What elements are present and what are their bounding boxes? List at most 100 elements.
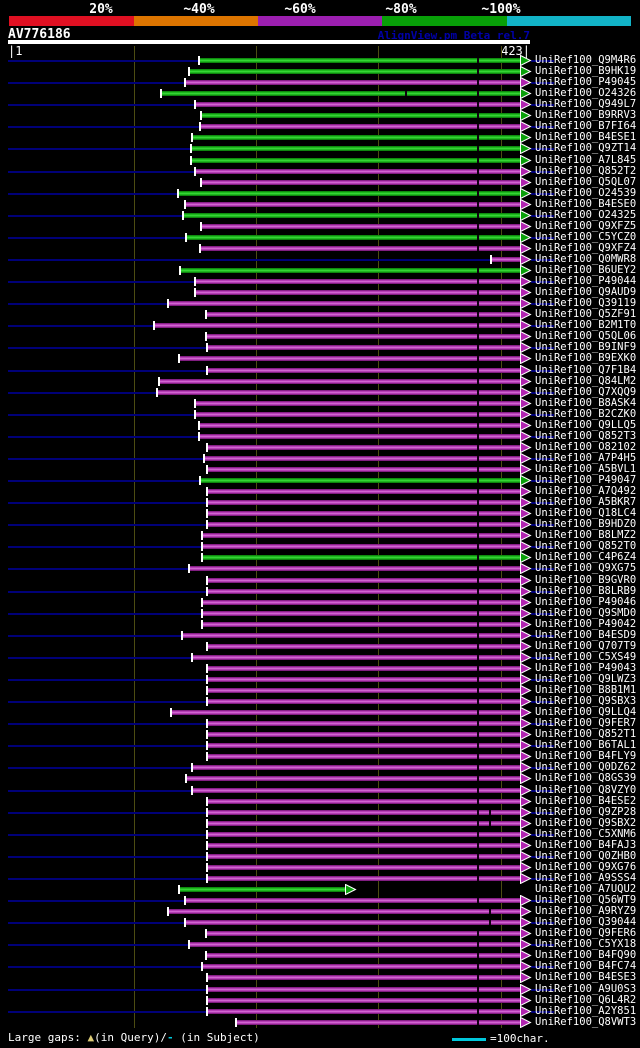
hit-label[interactable]: UniRef100_Q9AUD9 [535, 286, 637, 299]
alignment-bar[interactable] [184, 212, 520, 218]
alignment-arrow-icon[interactable] [520, 839, 532, 851]
alignment-bar[interactable] [208, 665, 520, 671]
alignment-bar[interactable] [201, 478, 520, 483]
hit-label[interactable]: UniRef100_B4FLY9 [535, 750, 637, 763]
alignment-arrow-icon[interactable] [520, 121, 532, 133]
hit-label[interactable]: UniRef100_Q0DZ62 [535, 761, 637, 774]
alignment-arrow-icon[interactable] [520, 740, 532, 752]
alignment-bar[interactable] [208, 986, 520, 992]
alignment-arrow-icon[interactable] [520, 563, 532, 575]
alignment-bar[interactable] [202, 223, 520, 229]
alignment-arrow-icon[interactable] [520, 994, 532, 1006]
alignment-arrow-icon[interactable] [520, 464, 532, 475]
alignment-bar[interactable] [202, 179, 520, 185]
hit-label[interactable]: UniRef100_C4P6Z4 [535, 551, 637, 564]
alignment-arrow-icon[interactable] [520, 674, 532, 685]
alignment-bar[interactable] [203, 555, 520, 561]
hit-label[interactable]: UniRef100_P49044 [535, 275, 637, 288]
alignment-arrow-icon[interactable] [520, 828, 532, 840]
alignment-bar[interactable] [203, 610, 520, 616]
alignment-arrow-icon[interactable] [520, 552, 532, 564]
alignment-arrow-icon[interactable] [520, 430, 532, 442]
hit-label[interactable]: UniRef100_B9EXK0 [535, 352, 637, 365]
alignment-arrow-icon[interactable] [520, 1016, 532, 1028]
alignment-bar[interactable] [169, 301, 520, 307]
alignment-bar[interactable] [172, 710, 520, 716]
alignment-arrow-icon[interactable] [520, 475, 532, 486]
hit-label[interactable]: UniRef100_Q9SMD0 [535, 606, 637, 619]
hit-label[interactable]: UniRef100_Q18LC4 [535, 507, 637, 520]
alignment-bar[interactable] [192, 146, 520, 152]
alignment-arrow-icon[interactable] [520, 187, 532, 199]
alignment-arrow-icon[interactable] [520, 651, 532, 663]
alignment-bar[interactable] [208, 831, 520, 837]
alignment-bar[interactable] [208, 577, 520, 583]
alignment-arrow-icon[interactable] [520, 298, 532, 310]
hit-label[interactable]: UniRef100_Q39119 [535, 297, 637, 310]
alignment-arrow-icon[interactable] [520, 530, 532, 542]
alignment-arrow-icon[interactable] [520, 99, 532, 111]
alignment-bar[interactable] [208, 511, 520, 517]
hit-label[interactable]: UniRef100_B9RRV3 [535, 109, 637, 122]
alignment-bar[interactable] [179, 190, 520, 196]
alignment-arrow-icon[interactable] [520, 795, 532, 807]
hit-label[interactable]: UniRef100_Q8GS39 [535, 772, 637, 785]
hit-label[interactable]: UniRef100_B6UEY2 [535, 264, 637, 276]
hit-label[interactable]: UniRef100_B9INF9 [535, 341, 637, 354]
hit-label[interactable]: UniRef100_C5YCZ0 [535, 230, 637, 243]
alignment-arrow-icon[interactable] [520, 508, 532, 520]
hit-label[interactable]: UniRef100_Q9FER6 [535, 927, 637, 940]
alignment-arrow-icon[interactable] [520, 408, 532, 420]
alignment-bar[interactable] [186, 201, 520, 207]
alignment-bar[interactable] [492, 257, 520, 262]
alignment-bar[interactable] [200, 58, 520, 63]
hit-label[interactable]: UniRef100_A9U0S3 [535, 982, 637, 995]
alignment-arrow-icon[interactable] [520, 254, 532, 265]
alignment-arrow-icon[interactable] [520, 77, 532, 89]
hit-label[interactable]: UniRef100_Q9XG76 [535, 860, 637, 873]
hit-label[interactable]: UniRef100_Q7F1B4 [535, 363, 637, 376]
hit-label[interactable]: UniRef100_Q39044 [535, 916, 637, 929]
alignment-bar[interactable] [208, 820, 520, 826]
alignment-arrow-icon[interactable] [520, 917, 532, 929]
hit-label[interactable]: UniRef100_B4ESE3 [535, 971, 637, 984]
hit-label[interactable]: UniRef100_Q9ZT14 [535, 142, 637, 155]
alignment-bar[interactable] [208, 743, 520, 749]
alignment-bar[interactable] [203, 544, 520, 550]
alignment-arrow-icon[interactable] [520, 519, 532, 531]
hit-label[interactable]: UniRef100_B7FI64 [535, 120, 637, 133]
hit-label[interactable]: UniRef100_B4FC74 [535, 960, 637, 973]
hit-label[interactable]: UniRef100_Q8VZY0 [535, 783, 637, 796]
hit-label[interactable]: UniRef100_B4ESE0 [535, 197, 637, 210]
alignment-arrow-icon[interactable] [520, 55, 532, 66]
alignment-bar[interactable] [207, 312, 520, 318]
alignment-arrow-icon[interactable] [520, 452, 532, 464]
alignment-bar[interactable] [186, 920, 520, 926]
hit-label[interactable]: UniRef100_B8LRB9 [535, 584, 637, 597]
alignment-arrow-icon[interactable] [520, 541, 532, 553]
alignment-bar[interactable] [203, 599, 520, 605]
hit-label[interactable]: UniRef100_Q56WT9 [535, 894, 637, 906]
alignment-arrow-icon[interactable] [520, 242, 532, 254]
hit-label[interactable]: UniRef100_B4ESD9 [535, 628, 637, 641]
alignment-bar[interactable] [203, 533, 520, 539]
hit-label[interactable]: UniRef100_A5BVL1 [535, 463, 637, 475]
alignment-arrow-icon[interactable] [520, 309, 532, 321]
alignment-arrow-icon[interactable] [520, 762, 532, 774]
alignment-arrow-icon[interactable] [520, 375, 532, 387]
alignment-bar[interactable] [237, 1019, 520, 1025]
hit-label[interactable]: UniRef100_C5XS49 [535, 650, 637, 663]
hit-label[interactable]: UniRef100_P49046 [535, 595, 637, 608]
hit-label[interactable]: UniRef100_P49043 [535, 661, 637, 674]
alignment-arrow-icon[interactable] [520, 154, 532, 166]
alignment-bar[interactable] [208, 467, 520, 472]
hit-label[interactable]: UniRef100_Q84LM2 [535, 374, 637, 387]
alignment-bar[interactable] [155, 323, 520, 329]
alignment-bar[interactable] [192, 157, 520, 163]
alignment-bar[interactable] [208, 489, 520, 495]
alignment-arrow-icon[interactable] [520, 231, 532, 243]
alignment-bar[interactable] [208, 444, 520, 450]
hit-label[interactable]: UniRef100_Q707T9 [535, 639, 637, 652]
alignment-bar[interactable] [196, 411, 520, 417]
hit-label[interactable]: UniRef100_Q949L7 [535, 98, 637, 111]
